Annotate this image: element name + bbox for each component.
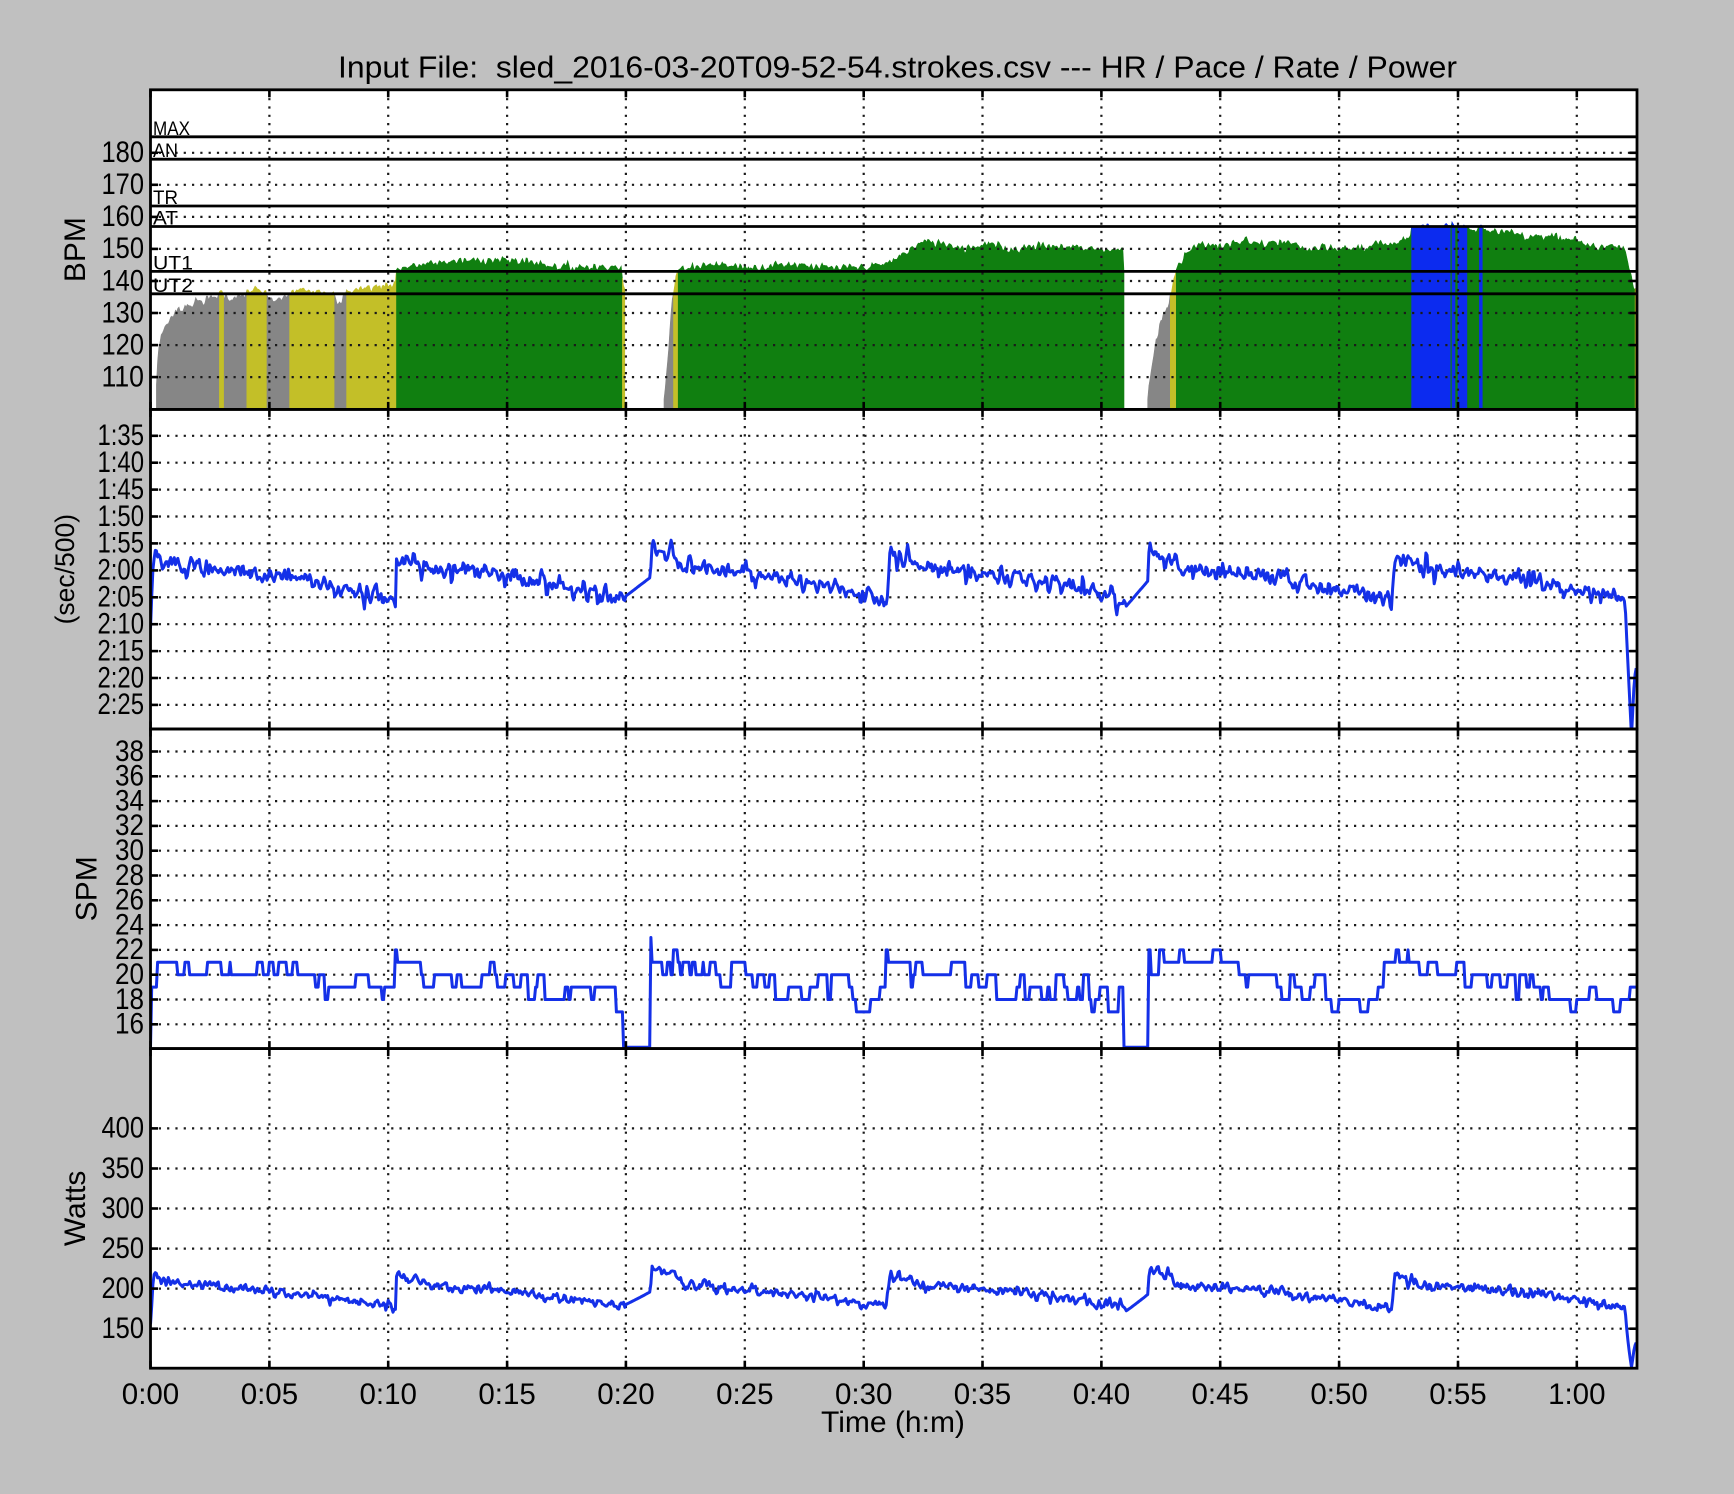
svg-text:0:00: 0:00 <box>122 1378 179 1411</box>
svg-text:0:35: 0:35 <box>954 1378 1011 1411</box>
svg-text:2:25: 2:25 <box>98 688 145 721</box>
svg-text:1:40: 1:40 <box>98 446 145 479</box>
svg-text:0:55: 0:55 <box>1429 1378 1486 1411</box>
svg-text:0:10: 0:10 <box>359 1378 416 1411</box>
svg-text:130: 130 <box>102 296 145 329</box>
svg-text:UT2: UT2 <box>153 275 193 297</box>
svg-text:2:20: 2:20 <box>98 661 145 694</box>
svg-text:2:10: 2:10 <box>98 608 145 641</box>
svg-text:Time (h:m): Time (h:m) <box>821 1406 965 1439</box>
svg-text:Input File: sled_2016-03-20T0: Input File: sled_2016-03-20T09-52-54.str… <box>338 50 1457 85</box>
svg-text:BPM: BPM <box>59 217 92 282</box>
svg-text:0:20: 0:20 <box>597 1378 654 1411</box>
svg-text:300: 300 <box>102 1192 145 1225</box>
svg-text:34: 34 <box>115 784 144 817</box>
svg-text:26: 26 <box>115 884 144 917</box>
svg-text:Watts: Watts <box>59 1171 92 1247</box>
svg-text:180: 180 <box>102 136 145 169</box>
svg-text:30: 30 <box>115 834 144 867</box>
svg-text:UT1: UT1 <box>153 252 193 274</box>
svg-text:150: 150 <box>102 1312 145 1345</box>
svg-text:170: 170 <box>102 168 145 201</box>
svg-text:36: 36 <box>115 760 144 793</box>
svg-text:160: 160 <box>102 200 145 233</box>
svg-text:AT: AT <box>153 208 178 230</box>
svg-text:AN: AN <box>153 140 178 162</box>
svg-text:140: 140 <box>102 264 145 297</box>
svg-text:1:00: 1:00 <box>1548 1378 1605 1411</box>
svg-text:250: 250 <box>102 1232 145 1265</box>
svg-text:120: 120 <box>102 328 145 361</box>
svg-text:200: 200 <box>102 1272 145 1305</box>
svg-text:32: 32 <box>115 809 144 842</box>
svg-text:350: 350 <box>102 1152 145 1185</box>
svg-text:MAX: MAX <box>153 118 190 140</box>
svg-text:0:50: 0:50 <box>1310 1378 1367 1411</box>
svg-text:0:05: 0:05 <box>241 1378 298 1411</box>
svg-text:24: 24 <box>115 908 144 941</box>
svg-text:0:15: 0:15 <box>478 1378 535 1411</box>
svg-text:2:00: 2:00 <box>98 554 145 587</box>
svg-text:28: 28 <box>115 859 144 892</box>
svg-text:20: 20 <box>115 958 144 991</box>
svg-text:16: 16 <box>115 1008 144 1041</box>
svg-text:22: 22 <box>115 933 144 966</box>
svg-text:400: 400 <box>102 1112 145 1145</box>
svg-text:1:45: 1:45 <box>98 473 145 506</box>
svg-text:1:55: 1:55 <box>98 527 145 560</box>
svg-text:1:50: 1:50 <box>98 500 145 533</box>
svg-text:110: 110 <box>102 360 145 393</box>
svg-text:0:30: 0:30 <box>835 1378 892 1411</box>
svg-text:18: 18 <box>115 983 144 1016</box>
svg-text:0:45: 0:45 <box>1191 1378 1248 1411</box>
svg-text:TR: TR <box>153 187 178 209</box>
svg-text:2:05: 2:05 <box>98 581 145 614</box>
svg-text:150: 150 <box>102 232 145 265</box>
svg-text:2:15: 2:15 <box>98 634 145 667</box>
svg-text:(sec/500): (sec/500) <box>50 514 80 624</box>
svg-text:1:35: 1:35 <box>98 419 145 452</box>
svg-text:38: 38 <box>115 735 144 768</box>
svg-text:SPM: SPM <box>71 856 104 921</box>
svg-text:0:25: 0:25 <box>716 1378 773 1411</box>
svg-text:0:40: 0:40 <box>1073 1378 1130 1411</box>
